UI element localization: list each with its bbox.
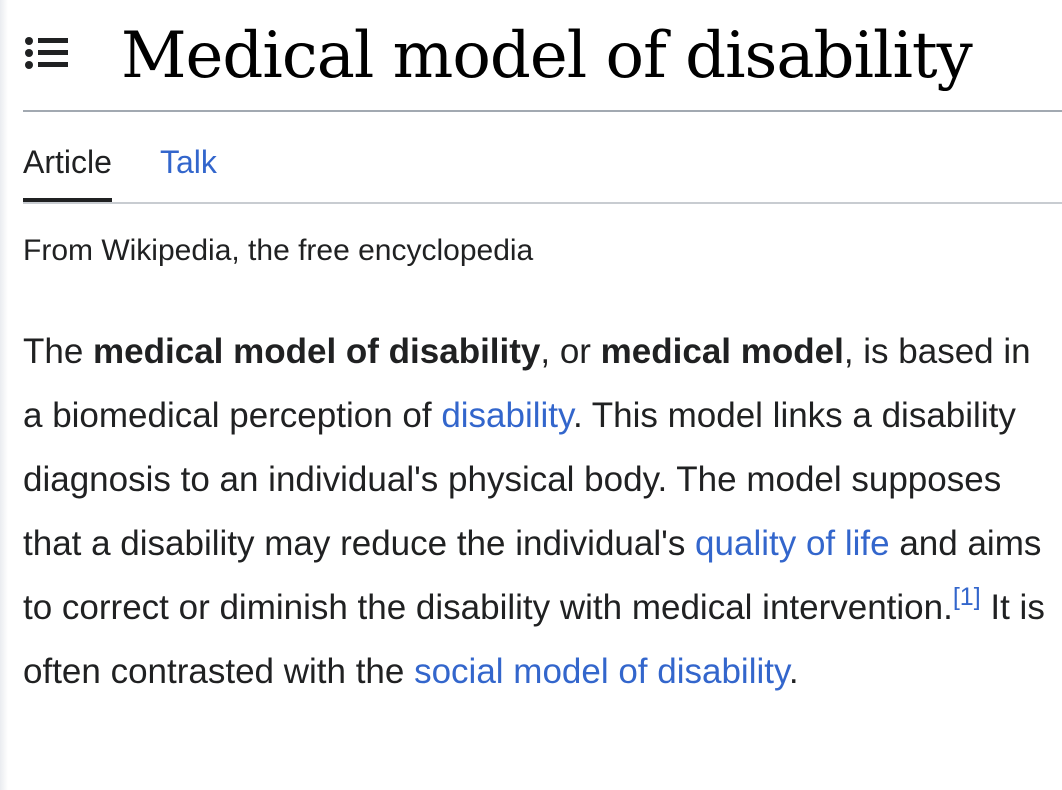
page-tabs: Article Talk (23, 110, 1062, 204)
link-social-model-of-disability[interactable]: social model of disability (414, 652, 789, 691)
link-disability[interactable]: disability (441, 396, 573, 435)
page-title: Medical model of disability (121, 14, 972, 98)
text-run: . (789, 652, 799, 691)
text-run: , or (540, 332, 600, 371)
citation-link[interactable]: [1] (953, 583, 981, 611)
tab-article[interactable]: Article (23, 144, 112, 180)
site-tagline: From Wikipedia, the free encyclopedia (23, 233, 533, 269)
left-edge-shade (0, 0, 8, 790)
tab-talk[interactable]: Talk (160, 144, 217, 180)
bold-term: medical model (601, 332, 844, 371)
page-header: Medical model of disability (23, 0, 1062, 112)
article-lead-paragraph: The medical model of disability, or medi… (23, 320, 1048, 704)
text-run: The (23, 332, 93, 371)
citation-ref: [1] (953, 583, 981, 611)
table-of-contents-icon[interactable] (23, 33, 73, 83)
link-quality-of-life[interactable]: quality of life (695, 524, 890, 563)
bold-term: medical model of disability (93, 332, 540, 371)
